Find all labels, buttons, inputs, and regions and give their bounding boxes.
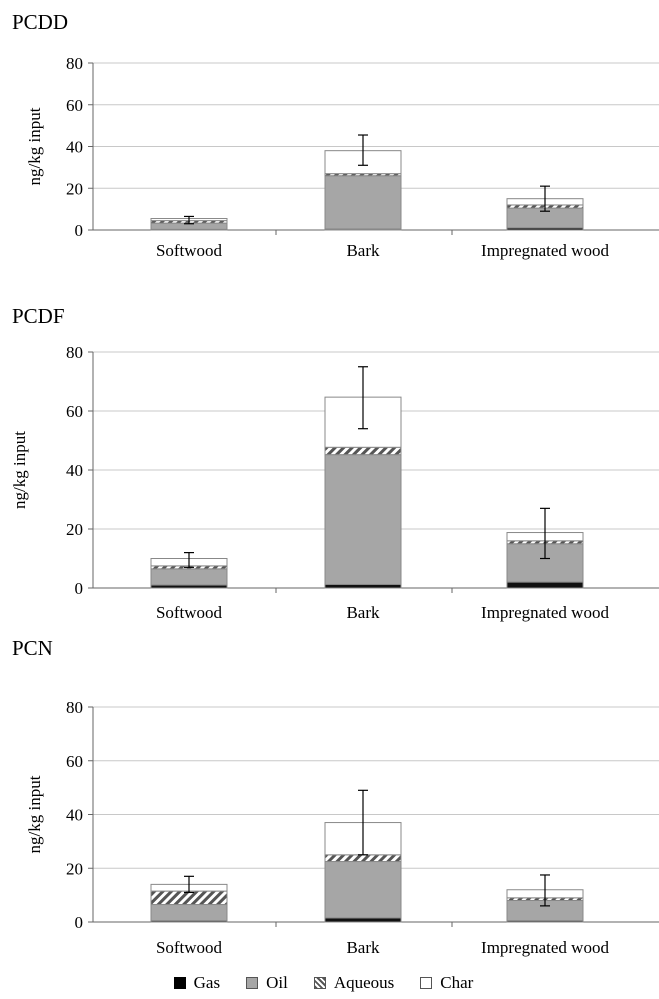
y-tick-label: 20 — [66, 179, 83, 198]
y-tick-label: 40 — [66, 138, 83, 157]
y-axis-label: ng/kg input — [25, 107, 44, 185]
y-axis-label: ng/kg input — [10, 431, 29, 509]
chart-title: PCDF — [12, 304, 65, 328]
y-tick-label: 60 — [66, 752, 83, 771]
x-tick-label: Softwood — [156, 603, 223, 622]
x-tick-label: Softwood — [156, 241, 223, 260]
bar-gas — [324, 583, 402, 589]
x-tick-label: Bark — [346, 241, 380, 260]
chart-title: PCDD — [12, 10, 68, 34]
y-tick-label: 0 — [75, 913, 84, 932]
legend-item-aqueous: Aqueous — [313, 973, 395, 993]
y-tick-label: 0 — [75, 221, 84, 240]
y-tick-label: 40 — [66, 806, 83, 825]
y-tick-label: 20 — [66, 859, 83, 878]
legend-swatch — [313, 977, 326, 989]
y-tick-label: 20 — [66, 520, 83, 539]
y-tick-label: 60 — [66, 402, 83, 421]
x-tick-label: Softwood — [156, 938, 223, 957]
x-tick-label: Impregnated wood — [481, 241, 609, 260]
bar-oil — [324, 861, 402, 919]
legend-swatch — [420, 977, 433, 989]
x-tick-label: Impregnated wood — [481, 938, 609, 957]
x-tick-label: Impregnated wood — [481, 603, 609, 622]
bar-aqueous — [324, 854, 402, 863]
bar-oil — [324, 454, 402, 585]
y-tick-label: 80 — [66, 343, 83, 362]
y-axis-label: ng/kg input — [25, 775, 44, 853]
y-tick-label: 0 — [75, 579, 84, 598]
bar-oil — [150, 568, 228, 586]
legend-label: Char — [440, 973, 474, 992]
legend-item-char: Char — [420, 973, 473, 993]
chart-pcdd: PCDD 0 20 40 60 80 ng/kg input Softwood Bark Impr… — [12, 10, 659, 260]
legend-swatch — [246, 977, 259, 989]
legend-item-gas: Gas — [173, 973, 221, 993]
y-tick-label: 80 — [66, 54, 83, 73]
x-tick-label: Bark — [346, 603, 380, 622]
chart-title: PCN — [12, 636, 53, 660]
y-tick-label: 60 — [66, 96, 83, 115]
bar-oil — [150, 904, 228, 922]
chart-pcn: PCN 0 20 40 60 80 ng/kg input Softwood Bark Impre… — [12, 636, 659, 957]
legend-label: Gas — [193, 973, 221, 992]
bar-aqueous — [150, 890, 228, 906]
bar-gas — [324, 917, 402, 923]
x-tick-label: Bark — [346, 938, 380, 957]
y-tick-label: 40 — [66, 461, 83, 480]
bar-gas — [506, 581, 584, 589]
legend-label: Aqueous — [333, 973, 395, 992]
bar-oil — [324, 175, 402, 230]
bar-aqueous — [324, 446, 402, 456]
chart-pcdf: PCDF 0 20 40 60 80 ng/kg input Softwood Bark Impr… — [10, 304, 659, 622]
legend-label: Oil — [266, 973, 288, 992]
legend: Gas Oil Aqueous Char — [0, 970, 659, 996]
y-tick-label: 80 — [66, 698, 83, 717]
legend-swatch — [173, 977, 186, 989]
legend-item-oil: Oil — [246, 973, 288, 993]
